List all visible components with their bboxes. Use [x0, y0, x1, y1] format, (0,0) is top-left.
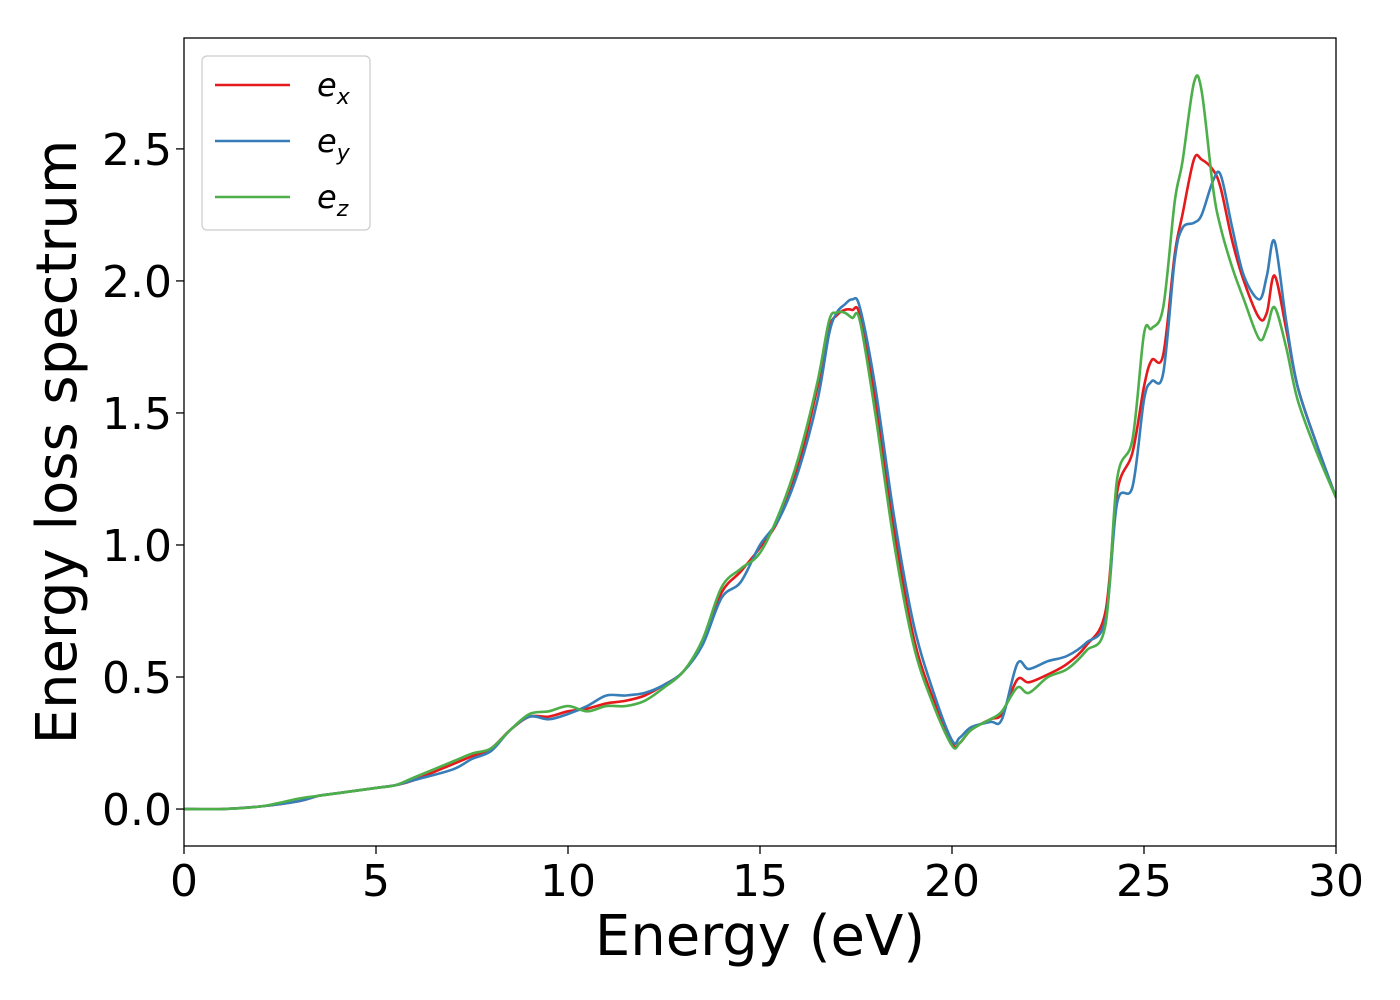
y-tick-label: 0.5 [102, 653, 172, 704]
y-tick-label: 2.5 [102, 125, 172, 176]
x-tick-label: 15 [732, 856, 788, 907]
legend-box [201, 55, 371, 231]
x-tick-label: 10 [540, 856, 596, 907]
y-tick-label: 1.5 [102, 389, 172, 440]
y-tick-label: 2.0 [102, 257, 172, 308]
legend-label-x: ex [317, 66, 351, 110]
y-tick-label: 0.0 [102, 785, 172, 836]
x-tick-label: 5 [362, 856, 390, 907]
y-tick-label: 1.0 [102, 521, 172, 572]
x-tick-label: 30 [1308, 856, 1364, 907]
x-tick-label: 0 [170, 856, 198, 907]
x-tick-label: 25 [1116, 856, 1172, 907]
legend-label-z: ez [317, 178, 349, 222]
y-axis: 0.0 0.5 1.0 1.5 2.0 2.5 [102, 125, 184, 836]
x-axis: 0 5 10 15 20 25 30 [170, 846, 1364, 907]
y-axis-title: Energy loss spectrum [25, 140, 90, 745]
series-layer [184, 74, 1336, 811]
legend: ex ey ez [201, 55, 371, 231]
series-line-z [184, 74, 1336, 811]
x-tick-label: 20 [924, 856, 980, 907]
x-axis-title: Energy (eV) [595, 904, 925, 969]
legend-label-y: ey [317, 122, 351, 166]
